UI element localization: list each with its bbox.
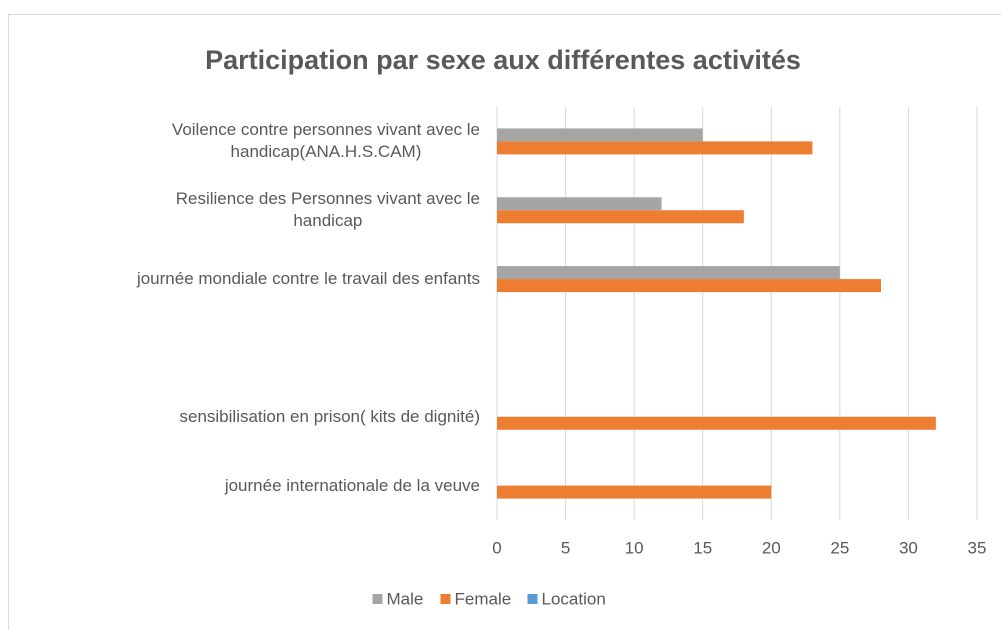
x-tick-label: 0	[492, 538, 501, 557]
y-tick-label: journée mondiale contre le travail des e…	[136, 269, 480, 289]
y-tick-label: Voilence contre personnes vivant avec le…	[171, 120, 480, 162]
y-tick-label-box: journée mondiale contre le travail des e…	[137, 268, 480, 290]
y-tick-label-box: journée internationale de la veuve	[225, 475, 480, 497]
chart-title: Participation par sexe aux différentes a…	[205, 45, 801, 75]
bar	[497, 416, 936, 430]
legend-swatch	[527, 594, 538, 604]
bar	[497, 197, 662, 211]
bar	[497, 279, 881, 293]
y-tick-label-box: Voilence contre personnes vivant avec le…	[172, 119, 480, 163]
x-tick-label: 35	[968, 538, 987, 557]
y-tick-label: journée internationale de la veuve	[224, 475, 480, 495]
bar	[497, 128, 703, 142]
legend-swatch	[372, 594, 383, 604]
y-tick-label: sensibilisation en prison( kits de digni…	[179, 406, 481, 426]
x-tick-label: 30	[899, 538, 918, 557]
y-tick-label-box: sensibilisation en prison( kits de digni…	[180, 406, 481, 428]
x-tick-label: 15	[693, 538, 712, 557]
x-tick-label: 25	[830, 538, 849, 557]
x-tick-label: 10	[625, 538, 644, 557]
legend-label: Male	[387, 589, 424, 608]
bar	[497, 141, 813, 155]
legend-label: Female	[455, 589, 512, 608]
bar	[497, 485, 772, 499]
bar	[497, 210, 744, 224]
x-tick-label: 5	[561, 538, 570, 557]
chart-border	[8, 14, 1001, 630]
y-tick-label-box: Resilience des Personnes vivant avec le …	[176, 188, 480, 232]
legend-label: Location	[542, 589, 606, 608]
bar	[497, 266, 840, 280]
x-tick-label: 20	[762, 538, 781, 557]
legend-swatch	[440, 594, 451, 604]
y-tick-label: Resilience des Personnes vivant avec le …	[175, 189, 480, 231]
